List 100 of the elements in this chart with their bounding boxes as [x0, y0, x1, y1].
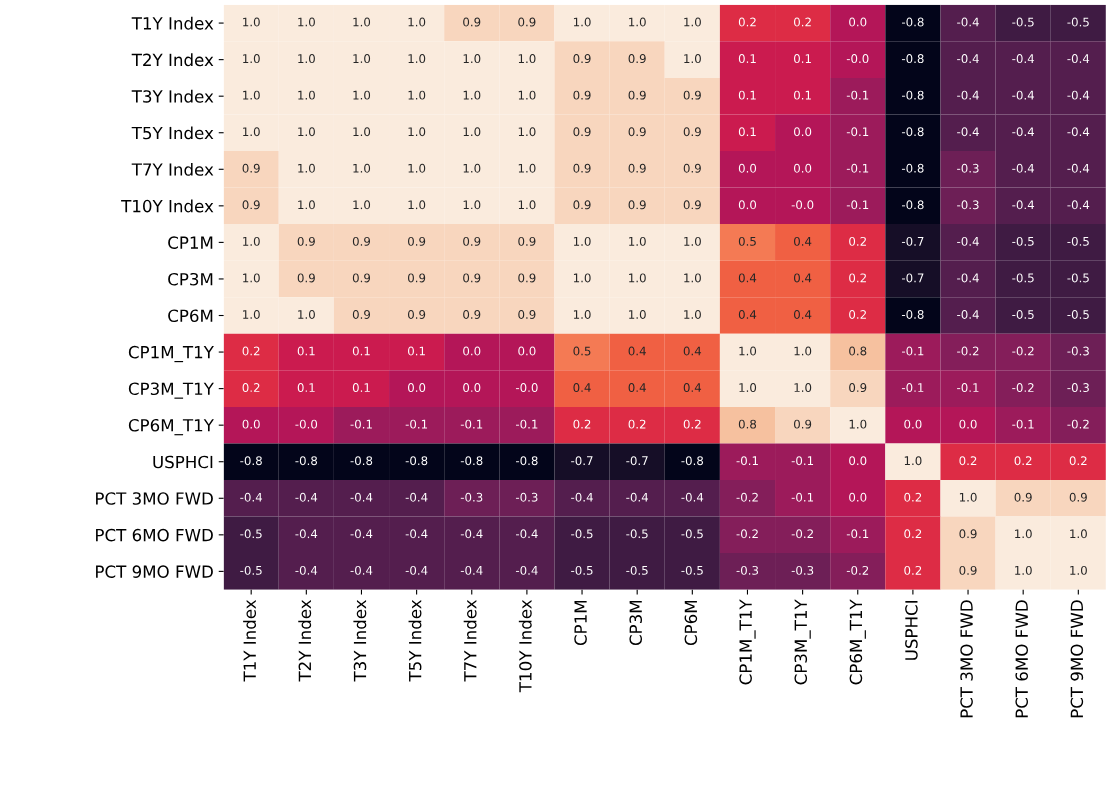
data-label: -0.8	[295, 456, 318, 466]
data-label: 1.0	[353, 54, 371, 64]
data-label: -0.7	[901, 236, 924, 246]
data-label: 1.0	[959, 492, 977, 502]
data-label: 0.9	[463, 236, 481, 246]
data-label: 0.9	[683, 163, 701, 173]
data-label: 1.0	[408, 200, 426, 210]
data-label: 0.0	[463, 383, 481, 393]
data-label: 1.0	[463, 90, 481, 100]
data-label: 0.2	[628, 419, 646, 429]
data-label: -0.4	[957, 90, 979, 100]
data-label: 1.0	[1070, 565, 1087, 575]
data-label: 0.9	[518, 236, 536, 246]
data-label: 1.0	[794, 383, 812, 393]
y-tick-label: T2Y Index	[131, 53, 214, 67]
data-label: -0.3	[957, 200, 979, 210]
data-label: 1.0	[243, 236, 260, 246]
data-label: 0.9	[408, 273, 426, 283]
data-label: 1.0	[298, 200, 315, 210]
x-tick-label: PCT 6MO FWD	[1015, 600, 1029, 718]
data-label: -0.4	[405, 565, 428, 575]
data-label: -0.4	[571, 492, 593, 502]
data-label: -0.2	[736, 529, 758, 539]
data-label: 0.1	[352, 346, 370, 356]
data-label: -0.4	[1067, 163, 1090, 173]
data-label: 0.9	[242, 163, 260, 173]
data-label: 0.9	[1014, 492, 1032, 502]
data-label: 1.0	[573, 17, 591, 27]
data-label: 1.0	[353, 163, 371, 173]
data-label: -0.8	[350, 456, 373, 466]
data-label: -0.8	[405, 456, 428, 466]
x-tick-label: T2Y Index	[298, 599, 312, 682]
data-label: -0.3	[736, 565, 759, 575]
data-label: -0.3	[1067, 346, 1089, 356]
data-label: 1.0	[794, 346, 812, 356]
data-label: -0.4	[1012, 127, 1035, 137]
data-label: 1.0	[243, 90, 260, 100]
data-label: 0.4	[628, 346, 646, 356]
data-label: -0.7	[901, 273, 924, 283]
data-label: -0.5	[1067, 17, 1089, 27]
data-label: -0.3	[460, 492, 483, 502]
data-label: 0.9	[628, 200, 646, 210]
data-label: -0.1	[350, 419, 372, 429]
data-label: 1.0	[463, 163, 481, 173]
data-label: -0.4	[957, 54, 979, 64]
data-label: -0.8	[240, 456, 262, 466]
data-label: -0.5	[240, 529, 262, 539]
data-label: -0.4	[1012, 90, 1035, 100]
data-label: 0.1	[794, 54, 811, 64]
data-label: 1.0	[1015, 529, 1032, 539]
data-label: -0.5	[1067, 273, 1089, 283]
data-label: 1.0	[1015, 565, 1032, 575]
data-label: 0.9	[408, 310, 426, 319]
data-label: 1.0	[904, 456, 922, 466]
data-label: 1.0	[518, 200, 536, 210]
data-label: 1.0	[684, 236, 701, 246]
data-label: 0.9	[573, 200, 591, 210]
data-label: 0.9	[573, 90, 591, 100]
data-label: 1.0	[408, 90, 426, 100]
y-tick-label: CP1M_T1Y	[128, 345, 214, 363]
data-label: 0.2	[242, 346, 260, 356]
data-label: 1.0	[684, 54, 701, 64]
data-label: 0.2	[849, 273, 866, 283]
data-label: 1.0	[573, 310, 591, 319]
data-label: -0.1	[846, 127, 869, 137]
x-tick-label: CP3M_T1Y	[794, 599, 811, 685]
data-label: 0.1	[352, 383, 370, 393]
data-label: -0.3	[515, 492, 538, 502]
x-tick-label: PCT 9MO FWD	[1070, 600, 1084, 718]
data-label: 0.1	[408, 346, 425, 356]
data-label: 0.0	[794, 163, 812, 173]
data-label: -0.2	[846, 565, 869, 575]
data-label: -0.8	[901, 163, 924, 173]
data-label: 1.0	[849, 419, 867, 429]
data-label: 1.0	[684, 17, 701, 27]
data-label: 0.9	[959, 565, 977, 575]
data-label: 0.9	[352, 273, 371, 283]
data-label: -0.1	[846, 163, 869, 173]
data-label: -0.1	[1012, 419, 1034, 429]
data-label: -0.4	[515, 565, 538, 575]
data-label: -0.4	[295, 565, 318, 575]
data-label: -0.2	[957, 346, 979, 356]
data-label: -0.1	[791, 492, 814, 502]
data-label: 0.9	[959, 529, 977, 539]
x-tick-label: T10Y Index	[518, 599, 532, 693]
data-label: -0.4	[957, 17, 979, 27]
data-label: 0.9	[573, 54, 591, 64]
data-label: 0.0	[904, 419, 922, 429]
data-label: 0.9	[683, 127, 701, 137]
data-label: -0.4	[1067, 90, 1090, 100]
data-label: 0.2	[683, 419, 701, 429]
data-label: 0.2	[573, 419, 591, 429]
data-label: -0.1	[460, 419, 483, 429]
data-label: 0.0	[794, 127, 812, 137]
data-label: 0.2	[904, 565, 922, 575]
data-label: -0.1	[791, 456, 814, 466]
data-label: 0.9	[297, 236, 315, 246]
data-label: 1.0	[243, 17, 260, 27]
data-label: 0.4	[683, 346, 702, 356]
data-label: -0.8	[901, 54, 924, 64]
